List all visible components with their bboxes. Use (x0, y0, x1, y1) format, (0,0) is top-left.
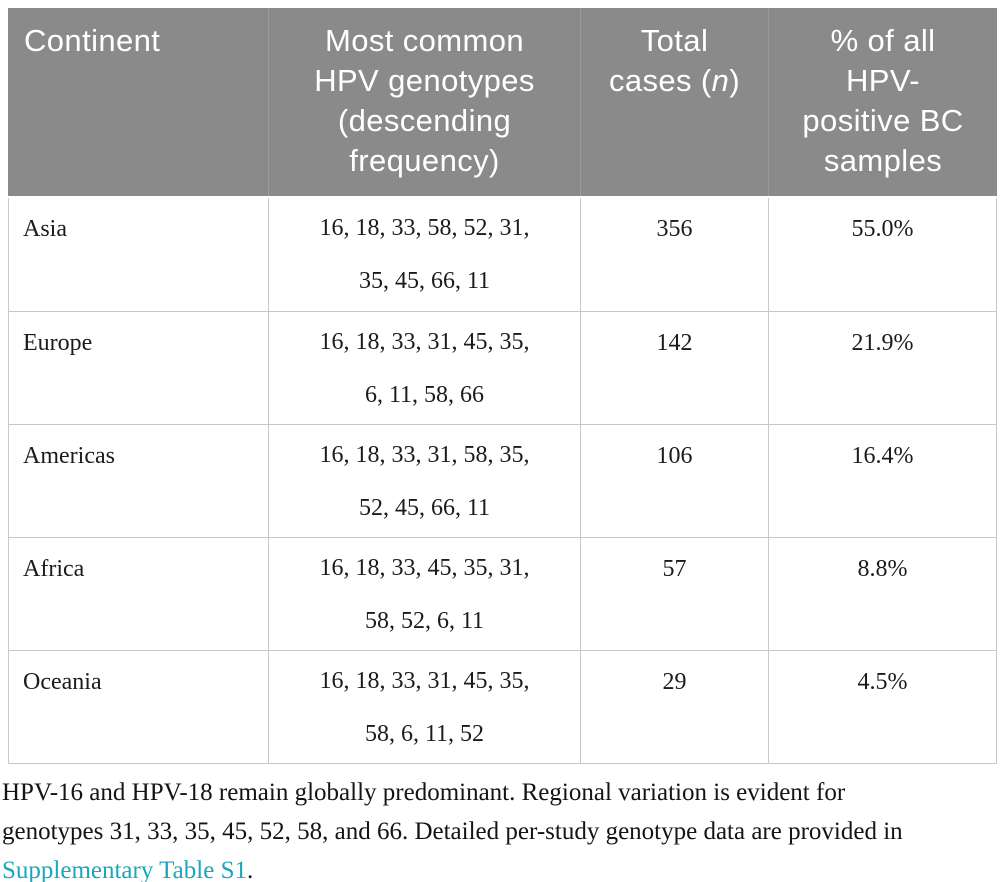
genotypes-line1: 16, 18, 33, 31, 45, 35, (319, 329, 530, 355)
header-total-italic-n: n (711, 63, 730, 98)
footnote-line3: Supplementary Table S1. (2, 851, 1005, 882)
cell-percent: 55.0% (768, 198, 996, 311)
cell-percent: 16.4% (768, 425, 996, 537)
header-total-line2-pre: cases ( (608, 63, 712, 98)
table-row-oceania: Oceania 16, 18, 33, 31, 45, 35, 58, 6, 1… (9, 650, 996, 763)
footnote-line2: genotypes 31, 33, 35, 45, 52, 58, and 66… (2, 818, 903, 845)
table-row-americas: Americas 16, 18, 33, 31, 58, 35, 52, 45,… (9, 424, 996, 537)
header-cell-percent: % of all HPV- positive BC samples (768, 8, 997, 196)
cell-total-cases: 356 (580, 198, 768, 311)
cell-continent: Asia (23, 216, 67, 242)
cell-total-cases: 106 (580, 425, 768, 537)
table-row-africa: Africa 16, 18, 33, 45, 35, 31, 58, 52, 6… (9, 537, 996, 650)
genotypes-line2: 52, 45, 66, 11 (358, 495, 491, 521)
header-cell-continent: Continent (8, 8, 268, 196)
cell-total-cases: 29 (580, 651, 768, 763)
header-continent-label: Continent (24, 23, 161, 58)
cell-continent: Americas (23, 443, 115, 469)
header-cell-genotypes: Most common HPV genotypes (descending fr… (268, 8, 580, 196)
supplementary-table-link[interactable]: Supplementary Table S1 (2, 857, 247, 882)
cell-continent: Europe (23, 330, 93, 356)
cell-genotypes: 16, 18, 33, 31, 45, 35, 6, 11, 58, 66 (268, 312, 580, 424)
header-genotypes-line: (descending (337, 103, 512, 138)
header-genotypes-line: Most common (324, 23, 525, 58)
cell-continent: Africa (23, 556, 85, 582)
cell-genotypes: 16, 18, 33, 58, 52, 31, 35, 45, 66, 11 (268, 198, 580, 311)
genotypes-line1: 16, 18, 33, 31, 45, 35, (319, 668, 530, 694)
footnote-line1: HPV-16 and HPV-18 remain globally predom… (2, 779, 846, 806)
header-genotypes-line: HPV genotypes (314, 63, 535, 98)
genotypes-line2: 58, 52, 6, 11 (364, 608, 485, 634)
cell-genotypes: 16, 18, 33, 45, 35, 31, 58, 52, 6, 11 (268, 538, 580, 650)
table-footnote: HPV-16 and HPV-18 remain globally predom… (2, 773, 1005, 882)
cell-percent: 4.5% (768, 651, 996, 763)
genotypes-line2: 35, 45, 66, 11 (358, 268, 491, 294)
cell-genotypes: 16, 18, 33, 31, 45, 35, 58, 6, 11, 52 (268, 651, 580, 763)
table-body: Asia 16, 18, 33, 58, 52, 31, 35, 45, 66,… (8, 198, 997, 764)
genotypes-line2: 58, 6, 11, 52 (364, 721, 485, 747)
hpv-genotype-table: Continent Most common HPV genotypes (des… (8, 8, 997, 764)
header-percent-line: positive BC (802, 103, 964, 138)
cell-total-cases: 142 (580, 312, 768, 424)
header-genotypes-line: frequency) (349, 143, 500, 178)
table-row-europe: Europe 16, 18, 33, 31, 45, 35, 6, 11, 58… (9, 311, 996, 424)
genotypes-line1: 16, 18, 33, 31, 58, 35, (319, 442, 530, 468)
header-percent-line: % of all (830, 23, 936, 58)
footnote-period: . (246, 857, 254, 882)
header-percent-line: samples (823, 143, 943, 178)
cell-genotypes: 16, 18, 33, 31, 58, 35, 52, 45, 66, 11 (268, 425, 580, 537)
header-total-line2: cases (n) (581, 61, 768, 101)
cell-percent: 8.8% (768, 538, 996, 650)
genotypes-line1: 16, 18, 33, 45, 35, 31, (319, 555, 530, 581)
header-total-line2-post: ) (729, 63, 741, 98)
header-total-line1: Total (640, 23, 709, 58)
cell-total-cases: 57 (580, 538, 768, 650)
table-header-row: Continent Most common HPV genotypes (des… (8, 8, 997, 196)
genotypes-line2: 6, 11, 58, 66 (364, 382, 485, 408)
cell-continent: Oceania (23, 669, 102, 695)
cell-percent: 21.9% (768, 312, 996, 424)
header-cell-total-cases: Total cases (n) (580, 8, 768, 196)
table-figure-page: Continent Most common HPV genotypes (des… (0, 8, 1005, 882)
table-row-asia: Asia 16, 18, 33, 58, 52, 31, 35, 45, 66,… (9, 198, 996, 311)
genotypes-line1: 16, 18, 33, 58, 52, 31, (319, 215, 530, 241)
header-percent-line: HPV- (846, 63, 920, 98)
